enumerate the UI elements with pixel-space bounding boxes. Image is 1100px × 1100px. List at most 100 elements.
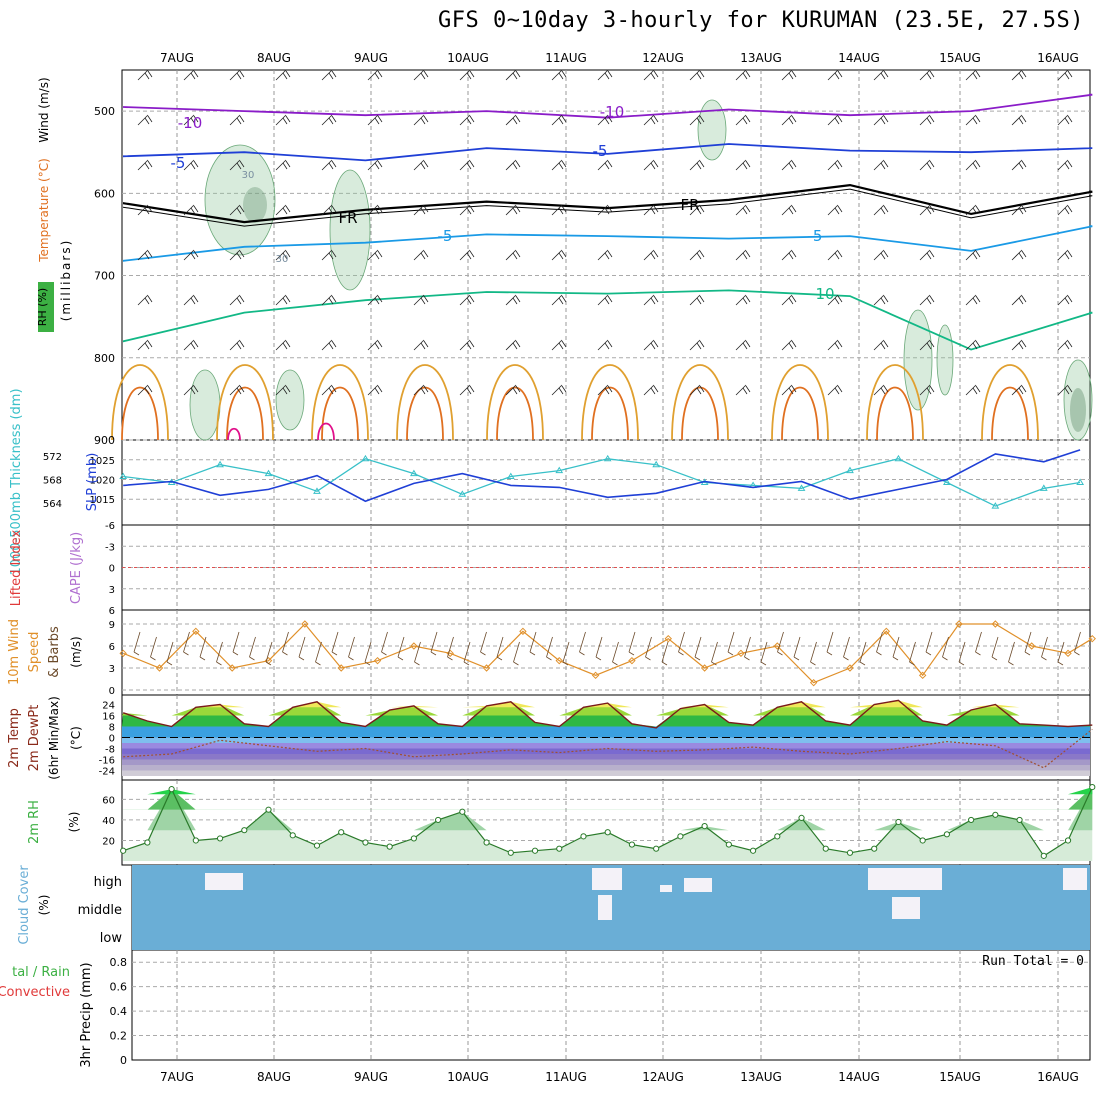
thickness-point xyxy=(264,469,273,477)
y-tick-label: 8 xyxy=(109,723,115,734)
wind-barb xyxy=(321,69,337,81)
warm-contour xyxy=(991,386,1029,441)
wind-barb xyxy=(367,384,383,396)
x-tick-label-bottom: 9AUG xyxy=(354,1070,388,1084)
wind-barb xyxy=(1057,339,1073,351)
wind-barb xyxy=(367,294,383,306)
temp-band xyxy=(122,726,1090,738)
wind-barb xyxy=(367,159,383,171)
wind-barb xyxy=(137,114,153,126)
wind-barb xyxy=(689,159,705,171)
rh-point xyxy=(653,845,660,852)
wind-barb xyxy=(413,249,429,261)
y-tick-label: 0.2 xyxy=(110,1030,128,1043)
rh-point xyxy=(968,816,975,824)
wind-barb-10m xyxy=(216,641,223,666)
wind-barb xyxy=(735,114,751,126)
y-tick-label: 9 xyxy=(109,620,115,631)
y-tick-label: 0.6 xyxy=(110,981,128,994)
rh-point xyxy=(435,816,442,824)
wind-barb xyxy=(551,204,567,216)
cloud-gap xyxy=(1063,868,1087,890)
wind-barb xyxy=(183,114,199,126)
wind-barb xyxy=(919,249,935,261)
y-axis-label-temp: 2m Temp xyxy=(7,708,22,768)
wind-barb xyxy=(413,69,429,81)
contour-label: -5 xyxy=(171,154,186,172)
y-tick-label: -8 xyxy=(105,745,115,756)
wind-barb-10m xyxy=(612,641,619,666)
wind-speed-point xyxy=(918,671,927,680)
y-axis-unit-cloud: (%) xyxy=(37,895,51,916)
warm-contour xyxy=(771,364,829,441)
rh-point xyxy=(604,829,611,836)
slp-line xyxy=(123,449,1081,503)
cloud-gap xyxy=(868,868,942,890)
wind-barb-10m xyxy=(991,636,999,661)
y-tick-label: 900 xyxy=(94,434,115,447)
wind-barb-10m xyxy=(727,631,735,656)
contour-label: -5 xyxy=(438,227,453,245)
y-axis-label-slp: SLP (mb) xyxy=(85,453,100,512)
y-tick-label: 800 xyxy=(94,352,115,365)
wind-barb xyxy=(735,249,751,261)
x-tick-label-bottom: 11AUG xyxy=(545,1070,587,1084)
contour-label: -5 xyxy=(808,227,823,245)
wind-barb xyxy=(827,294,843,306)
warm-contour xyxy=(121,386,159,441)
wind-barb xyxy=(735,384,751,396)
wind-barb xyxy=(137,204,153,216)
warm-contour xyxy=(981,364,1039,441)
rh-shading xyxy=(936,324,954,396)
wind-barb xyxy=(643,249,659,261)
wind-barb xyxy=(643,114,659,126)
wind-barb-10m xyxy=(430,631,438,656)
warm-contour xyxy=(671,364,729,441)
wind-barb xyxy=(505,249,521,261)
panel-frame-prec xyxy=(131,949,1091,1061)
y-tick-label: 6 xyxy=(109,606,115,617)
wind-barb xyxy=(1057,159,1073,171)
rh-point xyxy=(1016,816,1023,824)
x-tick-label-top: 15AUG xyxy=(939,51,981,65)
rh-shading xyxy=(329,169,371,291)
wind-barb-10m xyxy=(678,631,685,656)
wind-barb xyxy=(781,114,797,126)
thickness-point xyxy=(1039,484,1048,491)
wind-speed-point xyxy=(301,620,309,628)
wind-barb xyxy=(137,249,153,261)
wind-barb-10m xyxy=(1024,631,1032,656)
thickness-point xyxy=(991,502,1000,509)
wind-barb xyxy=(643,159,659,171)
wind-barb-10m xyxy=(694,636,702,661)
wind-barb xyxy=(873,384,889,396)
y-tick-label: 0 xyxy=(109,686,115,697)
x-tick-label-top: 16AUG xyxy=(1037,51,1079,65)
rh-area xyxy=(123,787,1093,810)
wind-barb xyxy=(919,384,935,396)
wind-speed-point xyxy=(228,664,236,672)
wind-barb-10m xyxy=(166,641,174,666)
rh-point xyxy=(192,837,199,844)
isotherm-line-10 xyxy=(122,289,1093,351)
cloud-level-label: high xyxy=(94,875,122,890)
rh-point xyxy=(362,839,369,846)
y-tick-label: 700 xyxy=(94,270,115,283)
wind-barb xyxy=(413,114,429,126)
wind-barb xyxy=(1011,294,1027,306)
wind-barb xyxy=(597,249,613,261)
y-tick-label: -16 xyxy=(99,756,115,767)
y-axis-label-10m-wind: 10m Wind xyxy=(7,619,22,685)
wind-barb xyxy=(551,384,567,396)
wind-barb xyxy=(827,69,843,81)
warm-contour xyxy=(781,386,819,441)
wind-barb-10m xyxy=(414,641,421,666)
wind-barb xyxy=(781,294,797,306)
rh-point xyxy=(749,847,757,854)
wind-barb xyxy=(643,339,659,351)
wind-barb xyxy=(367,114,383,126)
wind-speed-point xyxy=(737,649,745,658)
wind-barb-10m xyxy=(760,641,768,666)
wind-barb xyxy=(137,294,153,306)
